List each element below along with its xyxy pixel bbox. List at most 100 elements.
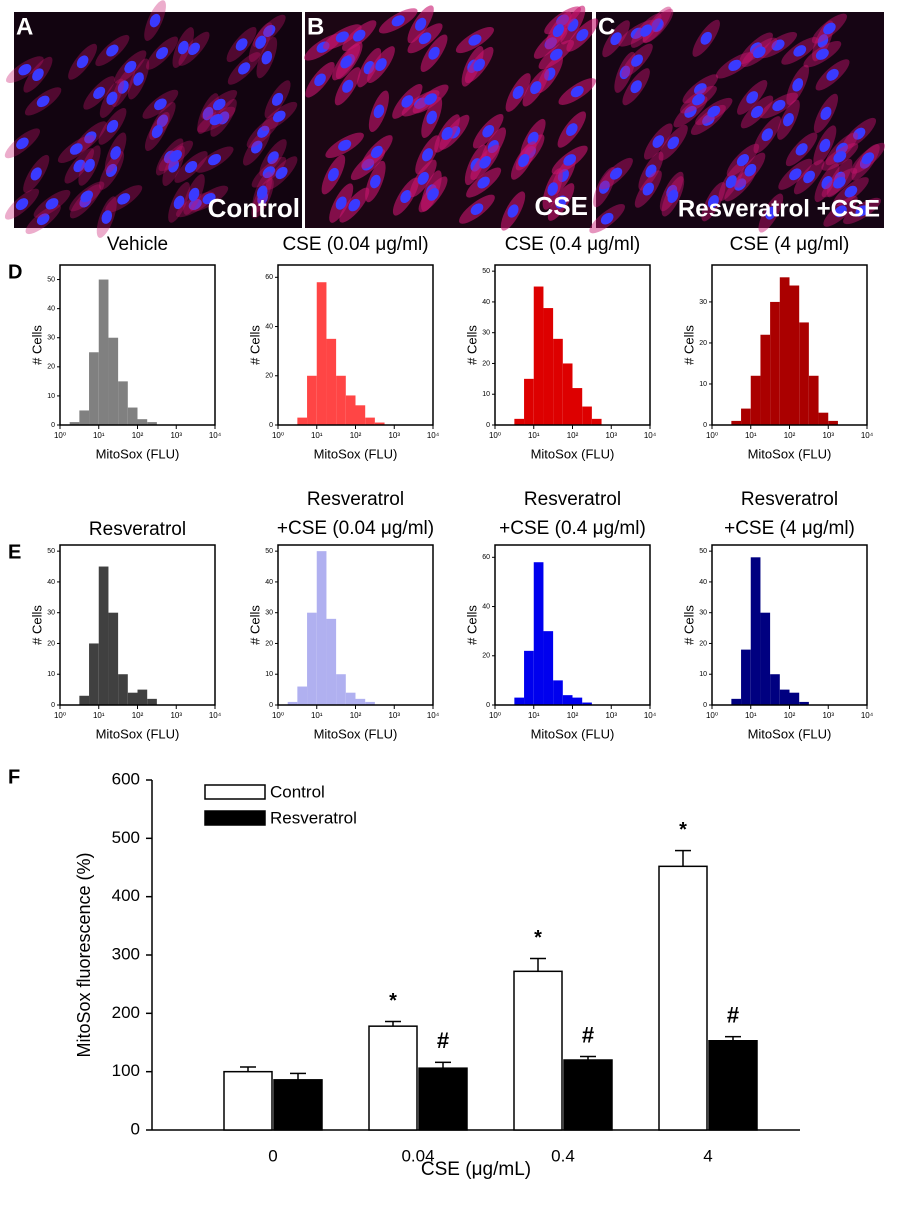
histogram-bar [524,378,534,425]
nucleus [262,166,276,179]
nucleus [373,104,385,119]
chart-title: +CSE (4 μg/ml) [724,518,855,539]
y-axis-label: # Cells [29,325,44,365]
histogram-bar [355,698,366,705]
nucleus [630,27,644,39]
y-tick-label: 30 [47,610,55,617]
nucleus [342,79,354,93]
histogram-bar [533,562,544,705]
y-tick-label: 600 [112,769,140,788]
histogram-bar [127,692,138,705]
x-tick-label: 10² [567,711,579,720]
histogram-bar [582,702,592,705]
x-tick-label: 10³ [822,431,834,440]
y-tick-label: 500 [112,828,140,847]
y-axis-label: # Cells [464,605,479,645]
nucleus [792,78,804,92]
nucleus [133,72,144,86]
x-tick-label: 0 [268,1146,277,1165]
histogram-bar [118,674,128,705]
nucleus [795,143,808,156]
y-tick-label: 60 [482,554,490,561]
nucleus [45,198,59,210]
histogram-bar [297,417,308,425]
x-tick-label: 10³ [170,711,182,720]
nucleus [209,114,223,126]
y-tick-label: 50 [265,548,273,555]
nucleus [477,176,490,189]
histogram-bar [582,406,592,425]
legend-label: Resveratrol [270,808,357,827]
y-tick-label: 20 [699,340,707,347]
histogram-bar [524,650,534,705]
y-tick-label: 300 [112,944,140,963]
nucleus [335,31,349,43]
histogram-bar [572,388,583,425]
nucleus [424,93,437,105]
plot-frame [59,544,216,706]
nucleus [106,163,118,177]
chart-title: +CSE (0.04 μg/ml) [277,518,434,539]
panel-letter: D [8,261,22,283]
nucleus [177,40,189,55]
nucleus [16,137,29,150]
y-tick-label: 50 [699,548,707,555]
y-tick-label: 30 [47,335,55,342]
histogram-bar [98,566,109,705]
y-axis-label: # Cells [681,325,696,365]
nucleus [527,131,539,145]
nucleus [271,92,284,106]
x-tick-label: 10³ [170,431,182,440]
y-tick-label: 40 [265,579,273,586]
y-tick-label: 40 [47,579,55,586]
nucleus [821,176,833,190]
nucleus [106,119,119,133]
histogram-bar [562,695,573,705]
nucleus [235,38,248,51]
nucleus [202,106,214,121]
nucleus [530,81,542,95]
nucleus [684,105,697,118]
bar [223,1070,273,1131]
x-tick-label: 10¹ [745,711,757,720]
nucleus [630,80,642,94]
nucleus [570,85,584,98]
nucleus [188,187,200,202]
cell-decoration [4,0,886,238]
x-tick-label: 10² [350,711,362,720]
nucleus [645,164,657,178]
histogram-bar [345,692,356,705]
y-tick-label: 30 [699,610,707,617]
nucleus [473,58,485,72]
y-tick-label: 0 [51,422,55,429]
y-tick-label: 40 [699,579,707,586]
panel-label: CSE [535,191,588,221]
nucleus [212,98,226,111]
y-tick-label: 10 [699,381,707,388]
histogram-bar [79,695,90,705]
x-axis-label: MitoSox (FLU) [531,446,615,461]
nucleus [421,148,434,162]
histogram-bar [89,352,99,425]
histogram-bar [779,277,790,425]
histogram-bar [828,420,838,425]
nucleus [188,198,202,211]
histogram-bar [355,405,366,425]
x-tick-label: 10⁴ [861,711,874,720]
nucleus [106,44,119,57]
nucleus [652,135,665,148]
histogram-bar [514,418,525,425]
nucleus [834,205,847,218]
panel-label: Resveratrol +CSE [678,195,880,222]
y-tick-label: 10 [47,393,55,400]
nucleus [692,93,705,106]
histogram-bar [127,407,138,425]
bar [513,970,563,1131]
nucleus [80,190,94,203]
panel-letter: C [598,13,615,40]
nucleus [823,22,836,35]
histogram-bar [818,412,829,425]
histogram-bar [533,286,544,425]
plot-frame [494,544,651,706]
x-tick-label: 10⁴ [644,711,657,720]
